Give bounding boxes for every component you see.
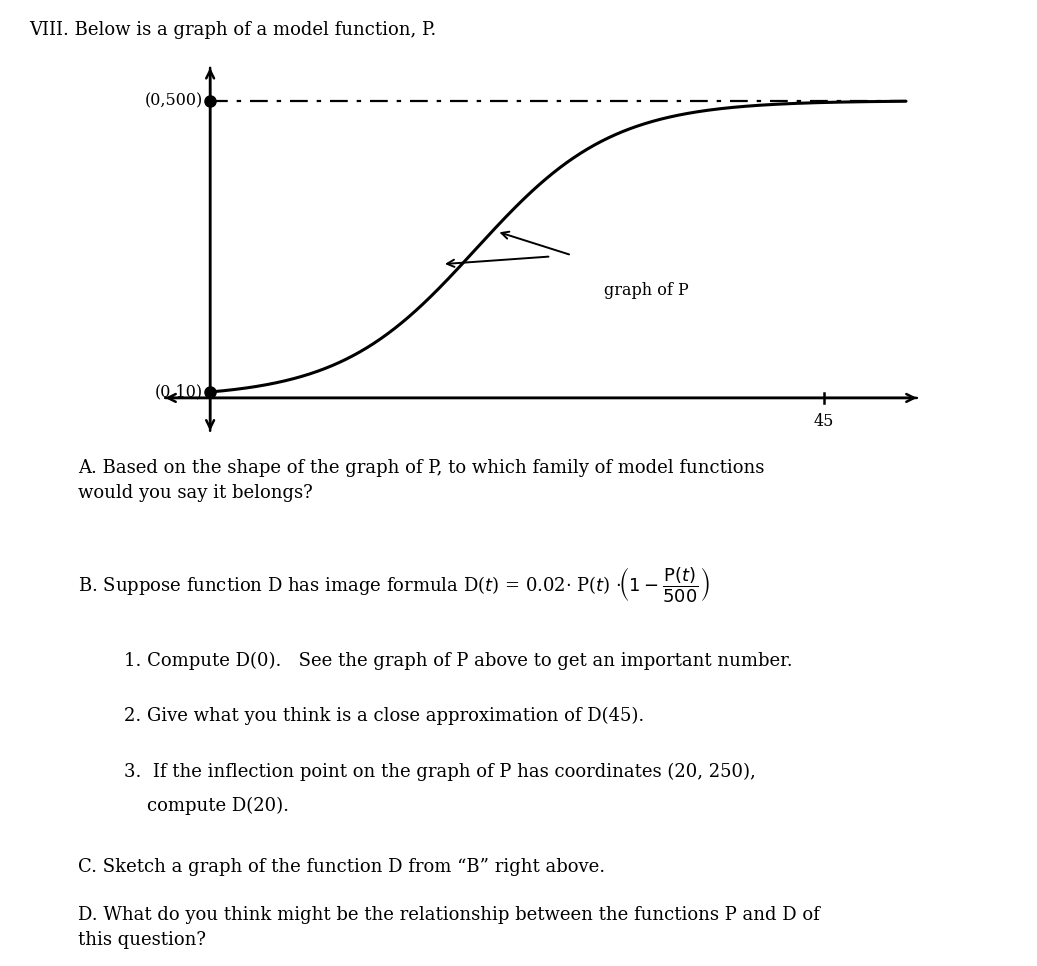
Text: 45: 45 [814, 412, 835, 430]
Text: A. Based on the shape of the graph of P, to which family of model functions
woul: A. Based on the shape of the graph of P,… [78, 459, 764, 502]
Text: compute D(20).: compute D(20). [124, 797, 289, 815]
Text: B. Suppose function D has image formula D($t$) = 0.02$\cdot$ P($t$) $\cdot\!\lef: B. Suppose function D has image formula … [78, 565, 709, 604]
Text: 3.  If the inflection point on the graph of P has coordinates (20, 250),: 3. If the inflection point on the graph … [124, 763, 756, 781]
Text: C. Sketch a graph of the function D from “B” right above.: C. Sketch a graph of the function D from… [78, 858, 605, 876]
Text: VIII. Below is a graph of a model function, P.: VIII. Below is a graph of a model functi… [29, 21, 437, 40]
Text: 1. Compute D(0).   See the graph of P above to get an important number.: 1. Compute D(0). See the graph of P abov… [124, 652, 793, 670]
Text: 2. Give what you think is a close approximation of D(45).: 2. Give what you think is a close approx… [124, 707, 645, 725]
Text: graph of P: graph of P [605, 282, 690, 299]
Text: (0,10): (0,10) [156, 384, 203, 401]
Text: D. What do you think might be the relationship between the functions P and D of
: D. What do you think might be the relati… [78, 906, 819, 950]
Text: (0,500): (0,500) [145, 92, 203, 109]
